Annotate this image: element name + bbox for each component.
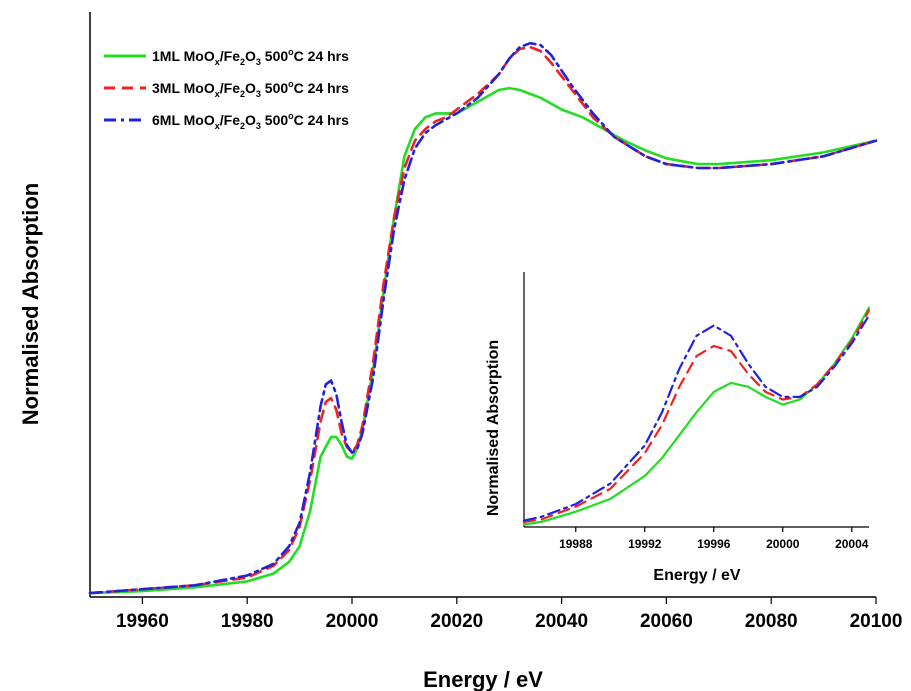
main-x-axis-title: Energy / eV [423, 667, 543, 691]
inset-x-tick-label: 19992 [628, 537, 662, 551]
legend: 1ML MoOx/Fe2O3 500oC 24 hrs 3ML MoOx/Fe2… [104, 47, 349, 131]
inset-series-line-3 [522, 314, 871, 522]
inset-x-tick-label: 20000 [766, 537, 800, 551]
main-x-tick-label: 19960 [116, 611, 169, 632]
main-series-line-3 [88, 41, 878, 595]
main-plot: 19960 19980 20000 20020 20040 20060 20080 20100… [18, 12, 902, 691]
inset-x-tick-label: 19988 [559, 537, 593, 551]
main-y-axis-title: Normalised Absorption [18, 183, 43, 425]
main-x-tick-label: 20060 [640, 611, 693, 632]
main-x-tick-label: 20100 [850, 611, 903, 632]
inset-series-group [522, 306, 871, 526]
main-x-ticks: 19960 19980 20000 20020 20040 20060 20080 20100 [116, 597, 902, 632]
legend-item: 1ML MoOx/Fe2O3 500oC 24 hrs [104, 47, 349, 67]
main-x-tick-label: 20020 [430, 611, 483, 632]
main-series-line-2 [88, 45, 878, 595]
inset-x-ticks: 19988 19992 19996 20000 20004 [559, 527, 869, 551]
inset-y-axis-title: Normalised Absorption [485, 340, 502, 516]
legend-label: 6ML MoOx/Fe2O3 500oC 24 hrs [152, 111, 349, 131]
legend-label: 1ML MoOx/Fe2O3 500oC 24 hrs [152, 47, 349, 67]
main-series-group [88, 41, 878, 595]
inset-background [524, 272, 869, 527]
main-x-tick-label: 20040 [535, 611, 588, 632]
main-x-tick-label: 19980 [221, 611, 274, 632]
inset-plot: 19988 19992 19996 20000 20004 Energy / eV No… [485, 272, 871, 584]
inset-x-tick-label: 20004 [835, 537, 869, 551]
main-series-line-1 [88, 86, 878, 595]
main-x-tick-label: 20000 [326, 611, 379, 632]
inset-x-tick-label: 19996 [697, 537, 731, 551]
inset-x-axis-title: Energy / eV [653, 567, 740, 584]
main-x-tick-label: 20080 [745, 611, 798, 632]
inset-series-line-2 [522, 309, 871, 524]
legend-item: 3ML MoOx/Fe2O3 500oC 24 hrs [104, 79, 349, 99]
legend-label: 3ML MoOx/Fe2O3 500oC 24 hrs [152, 79, 349, 99]
legend-item: 6ML MoOx/Fe2O3 500oC 24 hrs [104, 111, 349, 131]
